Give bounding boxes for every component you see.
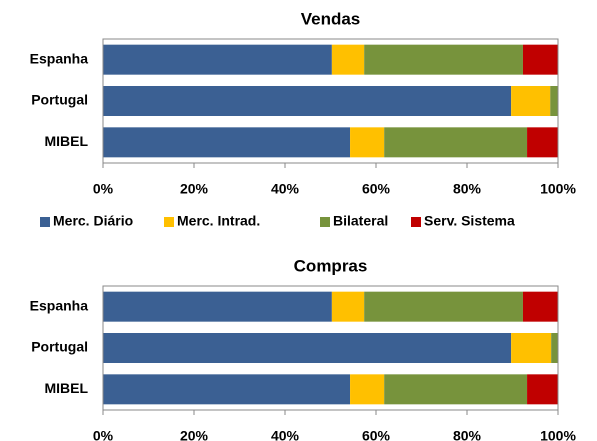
bar-segment [364, 291, 523, 322]
legend-swatch [40, 217, 50, 227]
legend-swatch [164, 217, 174, 227]
bar-segment [527, 127, 558, 158]
bar-segment [364, 44, 523, 75]
bar-segment [103, 374, 351, 405]
legend-label: Merc. Diário [53, 213, 133, 229]
bar-segment [511, 333, 552, 363]
bar-segment [350, 127, 385, 158]
x-tick-label: 40% [271, 428, 300, 441]
plot-border [102, 38, 559, 164]
bar-segment [103, 333, 512, 363]
x-tick-label: 40% [271, 181, 300, 197]
bar-segment [103, 291, 332, 322]
bar-segment [331, 291, 365, 322]
bar-segment [384, 127, 528, 158]
plot-border [102, 285, 559, 411]
bar-segment [103, 44, 332, 75]
bar-segment [527, 374, 558, 405]
x-tick-label: 80% [453, 428, 482, 441]
bar-segment [384, 374, 528, 405]
x-tick-label: 60% [362, 428, 391, 441]
bar-segment [511, 86, 551, 116]
y-tick-label: Espanha [30, 297, 89, 313]
legend-swatch [320, 217, 330, 227]
bar-segment [551, 333, 558, 363]
y-tick-label: MIBEL [44, 133, 88, 149]
x-tick-label: 100% [540, 181, 576, 197]
x-tick-label: 20% [180, 428, 209, 441]
bar-segment [103, 127, 351, 158]
chart-title: Vendas [301, 9, 361, 28]
x-tick-label: 60% [362, 181, 391, 197]
y-tick-label: MIBEL [44, 380, 88, 396]
bar-segment [331, 44, 365, 75]
x-tick-label: 100% [540, 428, 576, 441]
y-tick-label: Portugal [31, 92, 88, 108]
legend-label: Serv. Sistema [424, 213, 515, 229]
legend-label: Bilateral [333, 213, 388, 229]
chart-title: Compras [294, 256, 368, 275]
x-tick-label: 0% [93, 428, 114, 441]
x-tick-label: 0% [93, 181, 114, 197]
bar-segment [103, 86, 512, 116]
bar-segment [522, 44, 558, 75]
bar-segment [522, 291, 558, 322]
bar-segment [550, 86, 558, 116]
legend-label: Merc. Intrad. [177, 213, 260, 229]
x-tick-label: 80% [453, 181, 482, 197]
bar-segment [350, 374, 385, 405]
y-tick-label: Espanha [30, 50, 89, 66]
y-tick-label: Portugal [31, 339, 88, 355]
x-tick-label: 20% [180, 181, 209, 197]
legend-swatch [411, 217, 421, 227]
